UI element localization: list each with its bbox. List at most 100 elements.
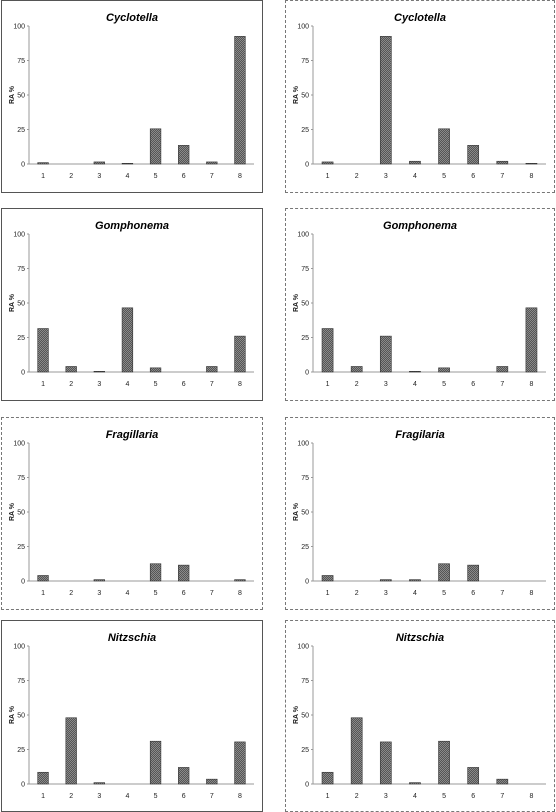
bar <box>234 36 246 165</box>
x-tick-label: 5 <box>154 381 158 388</box>
x-tick-label: 8 <box>238 381 242 388</box>
x-tick-label: 5 <box>442 381 446 388</box>
bar <box>467 145 480 165</box>
x-tick-label: 4 <box>125 793 129 800</box>
bar <box>65 717 77 785</box>
bar <box>350 717 363 785</box>
chart-panel-3: Gomphonema 0 25 50 75 100 RA % 1 2 3 4 5 6 7 8 <box>1 208 263 401</box>
bar <box>37 162 49 165</box>
chart-title: Fragilaria <box>395 429 445 441</box>
y-tick-label: 0 <box>21 370 25 377</box>
y-tick-label: 75 <box>17 678 25 685</box>
y-tick-label: 0 <box>21 162 25 169</box>
x-tick-label: 8 <box>238 173 242 180</box>
x-tick-label: 4 <box>413 793 417 800</box>
x-tick-label: 7 <box>210 590 214 597</box>
y-tick-label: 0 <box>305 579 309 586</box>
y-tick-label: 25 <box>301 544 309 551</box>
x-tick-label: 6 <box>182 173 186 180</box>
y-tick-label: 75 <box>301 266 309 273</box>
y-tick-label: 25 <box>301 747 309 754</box>
bar <box>206 161 218 165</box>
chart-svg: Fragillaria 0 25 50 75 100 RA % 1 2 3 4 5 6 7 8 <box>9 429 254 597</box>
chart-svg: Nitzschia 0 25 50 75 100 RA % 1 2 3 4 5 6 7 8 <box>293 632 546 800</box>
x-tick-label: 3 <box>384 173 388 180</box>
y-axis-label: RA % <box>293 705 300 724</box>
y-tick-label: 100 <box>13 24 25 31</box>
x-tick-label: 4 <box>413 173 417 180</box>
x-tick-label: 1 <box>41 590 45 597</box>
y-tick-label: 100 <box>297 24 309 31</box>
bar <box>321 328 334 373</box>
x-tick-label: 5 <box>154 173 158 180</box>
x-tick-label: 6 <box>182 381 186 388</box>
bar <box>65 366 77 373</box>
x-tick-label: 7 <box>500 793 504 800</box>
bar <box>379 579 392 582</box>
chart-svg: Gomphonema 0 25 50 75 100 RA % 1 2 3 4 5 6 7 8 <box>9 220 254 388</box>
chart-title: Gomphonema <box>95 220 169 232</box>
y-tick-label: 25 <box>17 544 25 551</box>
x-tick-label: 2 <box>69 381 73 388</box>
x-tick-label: 5 <box>442 173 446 180</box>
y-tick-label: 100 <box>297 644 309 651</box>
y-tick-label: 50 <box>17 93 25 100</box>
bar <box>121 163 134 165</box>
y-tick-label: 50 <box>301 713 309 720</box>
chart-svg: Cyclotella 0 25 50 75 100 RA % 1 2 3 4 5 6 7 8 <box>293 12 546 180</box>
x-tick-label: 8 <box>529 173 533 180</box>
bar <box>496 366 509 373</box>
chart-panel-2: Cyclotella 0 25 50 75 100 RA % 1 2 3 4 5 6 7 8 <box>285 0 555 193</box>
x-tick-label: 5 <box>154 590 158 597</box>
x-tick-label: 7 <box>500 381 504 388</box>
chart-panel-8: Nitzschia 0 25 50 75 100 RA % 1 2 3 4 5 6 7 8 <box>285 620 555 812</box>
chart-panel-7: Nitzschia 0 25 50 75 100 RA % 1 2 3 4 5 6 7 8 <box>1 620 263 812</box>
bar <box>409 579 421 582</box>
y-tick-label: 25 <box>17 335 25 342</box>
y-tick-label: 75 <box>17 266 25 273</box>
bar <box>149 367 162 373</box>
y-axis-label: RA % <box>9 85 16 104</box>
x-tick-label: 3 <box>384 590 388 597</box>
bar <box>496 778 509 785</box>
chart-panel-4: Gomphonema 0 25 50 75 100 RA % 1 2 3 4 5 6 7 8 <box>285 208 555 401</box>
bar <box>206 366 218 373</box>
x-tick-label: 5 <box>442 590 446 597</box>
bar <box>93 371 105 373</box>
bar <box>121 307 134 373</box>
x-tick-label: 1 <box>41 381 45 388</box>
x-tick-label: 2 <box>69 793 73 800</box>
bar <box>379 335 392 373</box>
y-tick-label: 75 <box>17 475 25 482</box>
chart-svg: Gomphonema 0 25 50 75 100 RA % 1 2 3 4 5 6 7 8 <box>293 220 546 388</box>
y-tick-label: 50 <box>17 301 25 308</box>
x-tick-label: 3 <box>384 381 388 388</box>
bar <box>409 782 421 785</box>
x-tick-label: 2 <box>355 793 359 800</box>
x-tick-label: 2 <box>69 173 73 180</box>
y-tick-label: 100 <box>297 441 309 448</box>
y-tick-label: 0 <box>305 370 309 377</box>
x-tick-label: 7 <box>210 793 214 800</box>
y-axis-label: RA % <box>293 85 300 104</box>
x-tick-label: 1 <box>41 173 45 180</box>
bar <box>206 778 218 785</box>
chart-panel-6: Fragilaria 0 25 50 75 100 RA % 1 2 3 4 5 6 7 8 <box>285 417 555 610</box>
x-tick-label: 8 <box>238 590 242 597</box>
bar <box>149 563 162 582</box>
x-tick-label: 2 <box>69 590 73 597</box>
chart-title: Fragillaria <box>106 429 159 441</box>
x-tick-label: 6 <box>182 793 186 800</box>
x-tick-label: 7 <box>210 381 214 388</box>
y-tick-label: 25 <box>301 335 309 342</box>
x-tick-label: 1 <box>326 381 330 388</box>
bar <box>37 771 49 785</box>
y-tick-label: 0 <box>305 782 309 789</box>
x-tick-label: 6 <box>471 381 475 388</box>
chart-svg: Nitzschia 0 25 50 75 100 RA % 1 2 3 4 5 6 7 8 <box>9 632 254 800</box>
x-tick-label: 4 <box>413 381 417 388</box>
x-tick-label: 6 <box>182 590 186 597</box>
bar <box>93 782 105 785</box>
y-tick-label: 100 <box>297 232 309 239</box>
x-tick-label: 3 <box>97 173 101 180</box>
